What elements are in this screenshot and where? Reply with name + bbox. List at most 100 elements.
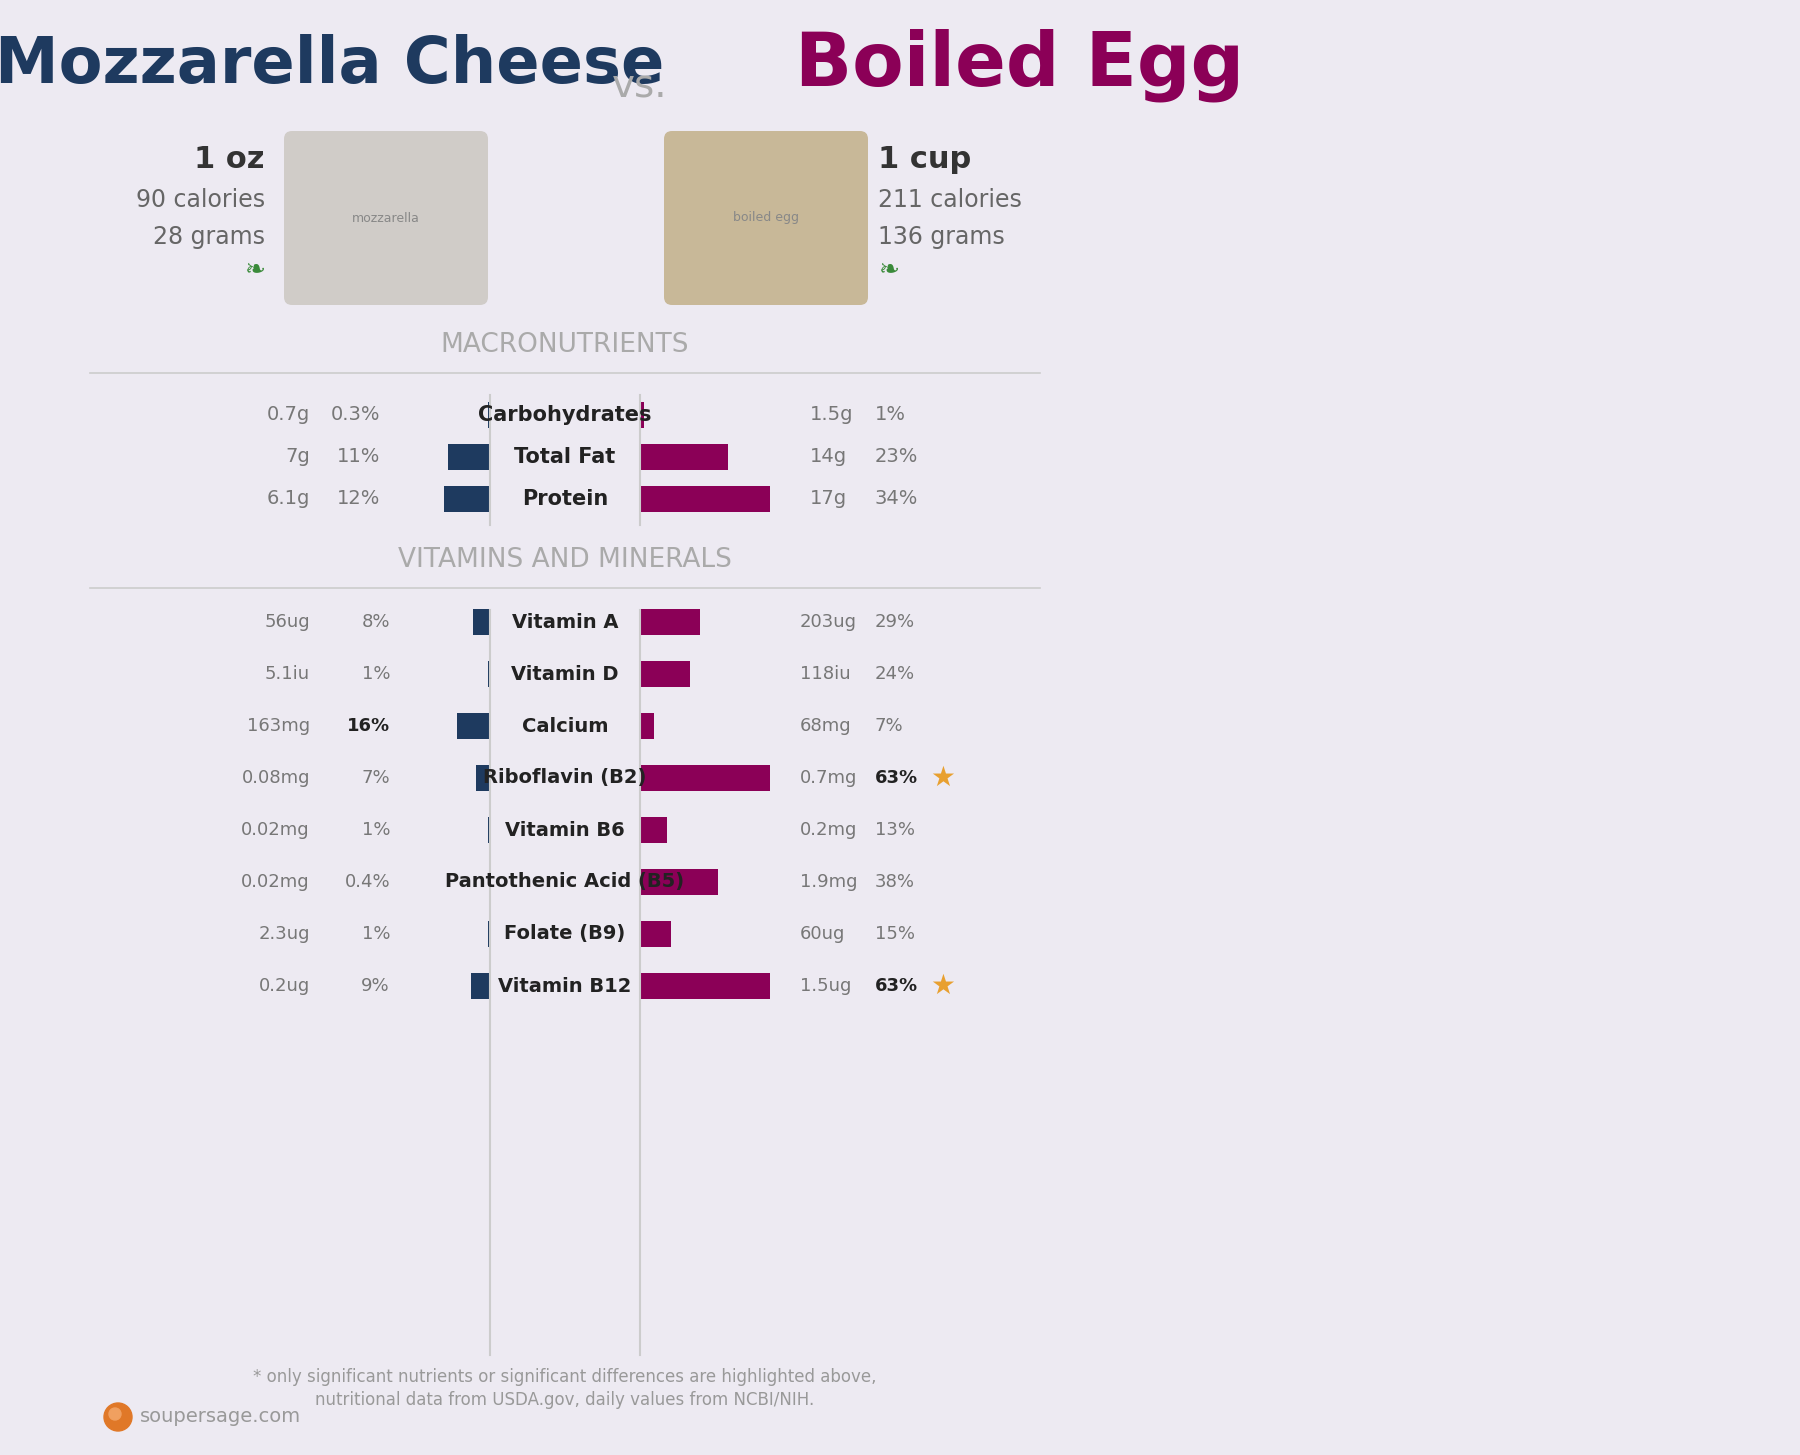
Text: 24%: 24% <box>875 665 914 682</box>
Text: 1.9mg: 1.9mg <box>799 873 857 890</box>
Text: 2.3ug: 2.3ug <box>259 925 310 943</box>
Bar <box>641 818 666 842</box>
Text: 5.1iu: 5.1iu <box>265 665 310 682</box>
Text: 23%: 23% <box>875 448 918 467</box>
Bar <box>488 921 490 947</box>
Text: Pantothenic Acid (B5): Pantothenic Acid (B5) <box>445 873 684 892</box>
Text: 163mg: 163mg <box>247 717 310 735</box>
Text: 1 oz: 1 oz <box>194 146 265 175</box>
Bar <box>472 973 490 1000</box>
Text: 0.7g: 0.7g <box>266 406 310 425</box>
Bar <box>641 661 689 687</box>
Text: ★: ★ <box>931 764 954 792</box>
Text: 16%: 16% <box>347 717 391 735</box>
Text: 60ug: 60ug <box>799 925 846 943</box>
Text: soupersage.com: soupersage.com <box>140 1407 301 1426</box>
Text: 11%: 11% <box>337 448 380 467</box>
FancyBboxPatch shape <box>664 131 868 306</box>
Bar <box>457 713 490 739</box>
Bar <box>641 713 655 739</box>
Bar <box>488 818 490 842</box>
Text: 68mg: 68mg <box>799 717 851 735</box>
Bar <box>448 444 490 470</box>
Text: Boiled Egg: Boiled Egg <box>796 28 1244 102</box>
Bar <box>641 765 770 792</box>
Text: 28 grams: 28 grams <box>153 226 265 249</box>
Text: Mozzarella Cheese: Mozzarella Cheese <box>0 33 664 96</box>
Bar <box>488 661 490 687</box>
Text: 0.4%: 0.4% <box>344 873 391 890</box>
Text: 7%: 7% <box>875 717 904 735</box>
Text: 15%: 15% <box>875 925 914 943</box>
Text: 1 cup: 1 cup <box>878 146 972 175</box>
Text: 203ug: 203ug <box>799 613 857 631</box>
Bar <box>475 765 490 792</box>
Text: Riboflavin (B2): Riboflavin (B2) <box>484 768 646 787</box>
Text: 63%: 63% <box>875 770 918 787</box>
Text: 0.08mg: 0.08mg <box>241 770 310 787</box>
Text: 1%: 1% <box>362 665 391 682</box>
Bar <box>473 610 490 634</box>
Text: Vitamin A: Vitamin A <box>511 613 617 631</box>
Text: Vitamin D: Vitamin D <box>511 665 619 684</box>
Text: ❧: ❧ <box>245 258 265 282</box>
Text: ★: ★ <box>931 972 954 1000</box>
Text: 1%: 1% <box>362 821 391 840</box>
Text: mozzarella: mozzarella <box>353 211 419 224</box>
Bar <box>445 486 490 512</box>
Bar <box>488 402 490 428</box>
Text: Protein: Protein <box>522 489 608 509</box>
Text: 1.5g: 1.5g <box>810 406 853 425</box>
Text: Total Fat: Total Fat <box>515 447 616 467</box>
Text: 17g: 17g <box>810 489 848 508</box>
Text: 7g: 7g <box>284 448 310 467</box>
Text: 13%: 13% <box>875 821 914 840</box>
Text: 34%: 34% <box>875 489 918 508</box>
Bar <box>641 444 727 470</box>
Text: boiled egg: boiled egg <box>733 211 799 224</box>
Text: 0.02mg: 0.02mg <box>241 873 310 890</box>
Bar <box>641 921 671 947</box>
Text: 12%: 12% <box>337 489 380 508</box>
Text: 0.02mg: 0.02mg <box>241 821 310 840</box>
Text: Calcium: Calcium <box>522 716 608 735</box>
Bar <box>641 486 770 512</box>
Text: Folate (B9): Folate (B9) <box>504 924 626 943</box>
Text: 1%: 1% <box>875 406 905 425</box>
Text: 56ug: 56ug <box>265 613 310 631</box>
Text: 7%: 7% <box>362 770 391 787</box>
Bar <box>641 610 700 634</box>
Bar <box>641 869 718 895</box>
Text: 8%: 8% <box>362 613 391 631</box>
Text: ❧: ❧ <box>878 258 898 282</box>
Text: 0.2mg: 0.2mg <box>799 821 857 840</box>
Text: * only significant nutrients or significant differences are highlighted above,: * only significant nutrients or signific… <box>254 1368 877 1387</box>
Text: 9%: 9% <box>362 976 391 995</box>
Text: 118iu: 118iu <box>799 665 851 682</box>
Text: Vitamin B12: Vitamin B12 <box>499 976 632 995</box>
Bar <box>641 973 770 1000</box>
Text: 29%: 29% <box>875 613 914 631</box>
Text: Carbohydrates: Carbohydrates <box>479 404 652 425</box>
Text: nutritional data from USDA.gov, daily values from NCBI/NIH.: nutritional data from USDA.gov, daily va… <box>315 1391 815 1408</box>
FancyBboxPatch shape <box>284 131 488 306</box>
Circle shape <box>104 1403 131 1432</box>
Text: 14g: 14g <box>810 448 848 467</box>
Text: 0.7mg: 0.7mg <box>799 770 857 787</box>
Text: 63%: 63% <box>875 976 918 995</box>
Text: Vitamin B6: Vitamin B6 <box>506 821 625 840</box>
Text: 211 calories: 211 calories <box>878 188 1022 212</box>
Text: MACRONUTRIENTS: MACRONUTRIENTS <box>441 332 689 358</box>
Text: VITAMINS AND MINERALS: VITAMINS AND MINERALS <box>398 547 733 573</box>
Circle shape <box>110 1408 121 1420</box>
Text: 1%: 1% <box>362 925 391 943</box>
Text: 38%: 38% <box>875 873 914 890</box>
Text: 6.1g: 6.1g <box>266 489 310 508</box>
Text: 0.3%: 0.3% <box>331 406 380 425</box>
Text: 0.2ug: 0.2ug <box>259 976 310 995</box>
Text: 1.5ug: 1.5ug <box>799 976 851 995</box>
Text: 136 grams: 136 grams <box>878 226 1004 249</box>
Bar <box>641 402 644 428</box>
Text: vs.: vs. <box>612 68 668 106</box>
Text: 90 calories: 90 calories <box>135 188 265 212</box>
